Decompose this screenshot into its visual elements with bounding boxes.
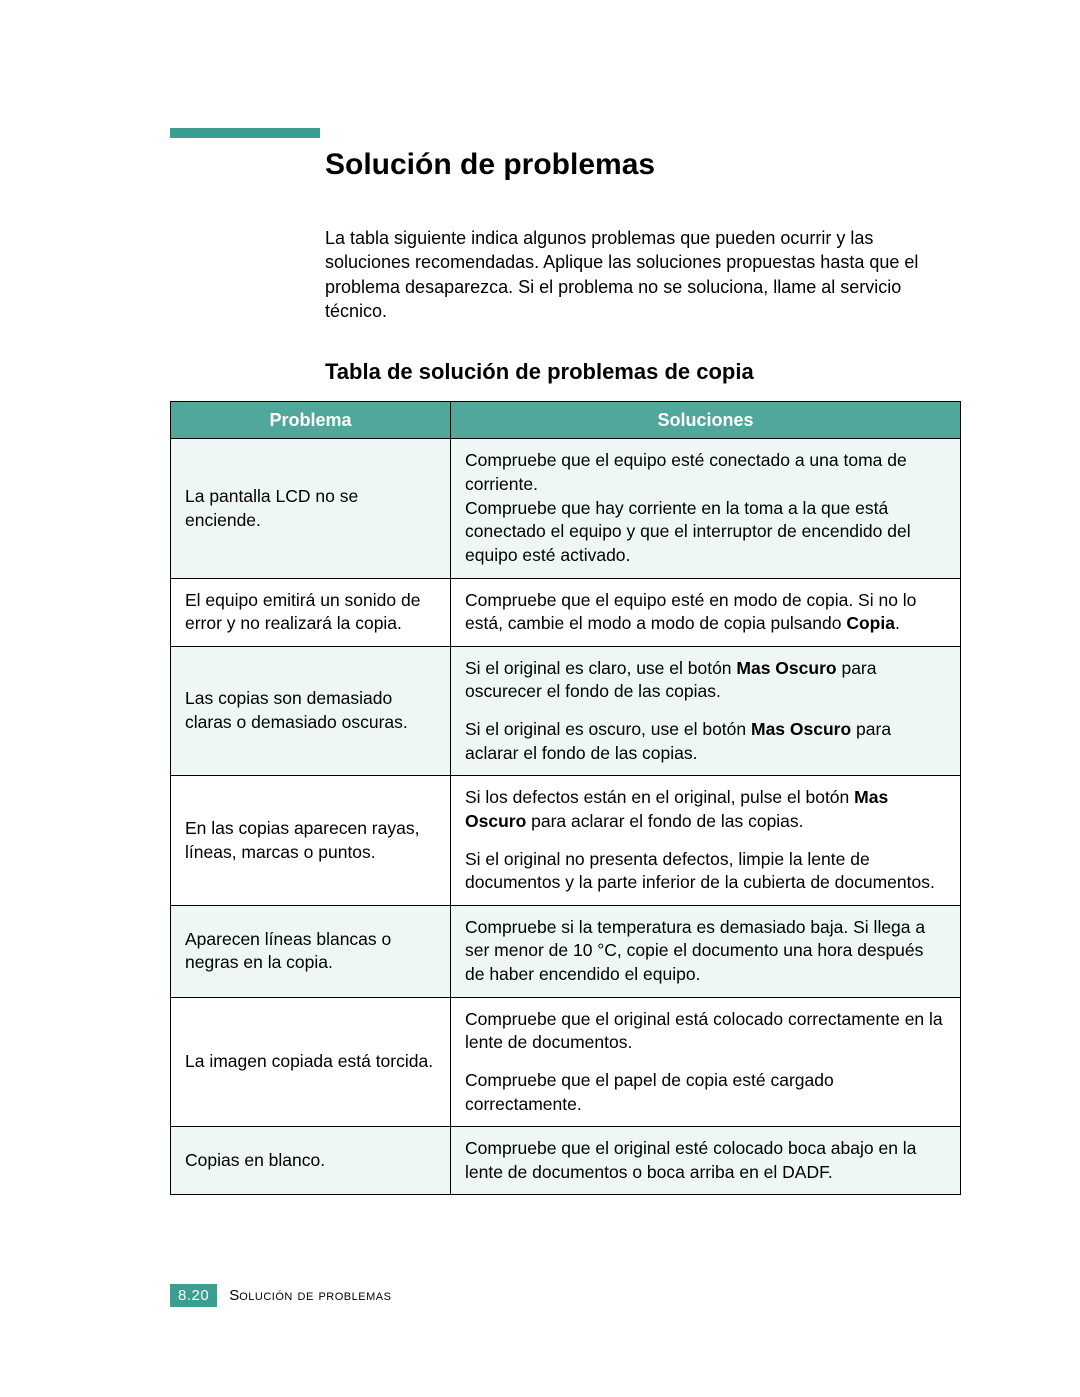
footer-section-rest: olución de problemas: [239, 1287, 391, 1304]
cell-problema: La imagen copiada está torcida.: [171, 997, 451, 1127]
cell-soluciones: Compruebe que el original está colocado …: [451, 997, 961, 1127]
page-number-badge: 8.20: [170, 1284, 217, 1307]
footer-section-initial: S: [229, 1287, 239, 1304]
cell-problema: El equipo emitirá un sonido de error y n…: [171, 578, 451, 646]
header-rule: [170, 128, 320, 138]
cell-problema: La pantalla LCD no se enciende.: [171, 439, 451, 578]
cell-soluciones: Compruebe que el original esté colocado …: [451, 1127, 961, 1195]
cell-soluciones: Compruebe que el equipo esté conectado a…: [451, 439, 961, 578]
page-title: Solución de problemas: [325, 148, 960, 182]
page-footer: 8.20 Solución de problemas: [170, 1284, 391, 1307]
cell-soluciones: Compruebe si la temperatura es demasiado…: [451, 905, 961, 997]
document-page: Solución de problemas La tabla siguiente…: [0, 0, 1080, 1397]
table-row: Copias en blanco. Compruebe que el origi…: [171, 1127, 961, 1195]
cell-problema: Aparecen líneas blancas o negras en la c…: [171, 905, 451, 997]
table-row: En las copias aparecen rayas, líneas, ma…: [171, 776, 961, 906]
table-header-row: Problema Soluciones: [171, 402, 961, 439]
cell-soluciones: Compruebe que el equipo esté en modo de …: [451, 578, 961, 646]
footer-section-title: Solución de problemas: [229, 1287, 391, 1304]
troubleshooting-table: Problema Soluciones La pantalla LCD no s…: [170, 401, 961, 1195]
table-row: La pantalla LCD no se enciende. Comprueb…: [171, 439, 961, 578]
cell-problema: Copias en blanco.: [171, 1127, 451, 1195]
col-header-problema: Problema: [171, 402, 451, 439]
table-body: La pantalla LCD no se enciende. Comprueb…: [171, 439, 961, 1195]
cell-soluciones: Si el original es claro, use el botón Ma…: [451, 646, 961, 776]
intro-paragraph: La tabla siguiente indica algunos proble…: [325, 226, 950, 323]
cell-soluciones: Si los defectos están en el original, pu…: [451, 776, 961, 906]
cell-problema: Las copias son demasiado claras o demasi…: [171, 646, 451, 776]
col-header-soluciones: Soluciones: [451, 402, 961, 439]
table-row: Aparecen líneas blancas o negras en la c…: [171, 905, 961, 997]
table-row: La imagen copiada está torcida. Comprueb…: [171, 997, 961, 1127]
table-row: Las copias son demasiado claras o demasi…: [171, 646, 961, 776]
table-subtitle: Tabla de solución de problemas de copia: [325, 359, 960, 385]
cell-problema: En las copias aparecen rayas, líneas, ma…: [171, 776, 451, 906]
table-row: El equipo emitirá un sonido de error y n…: [171, 578, 961, 646]
